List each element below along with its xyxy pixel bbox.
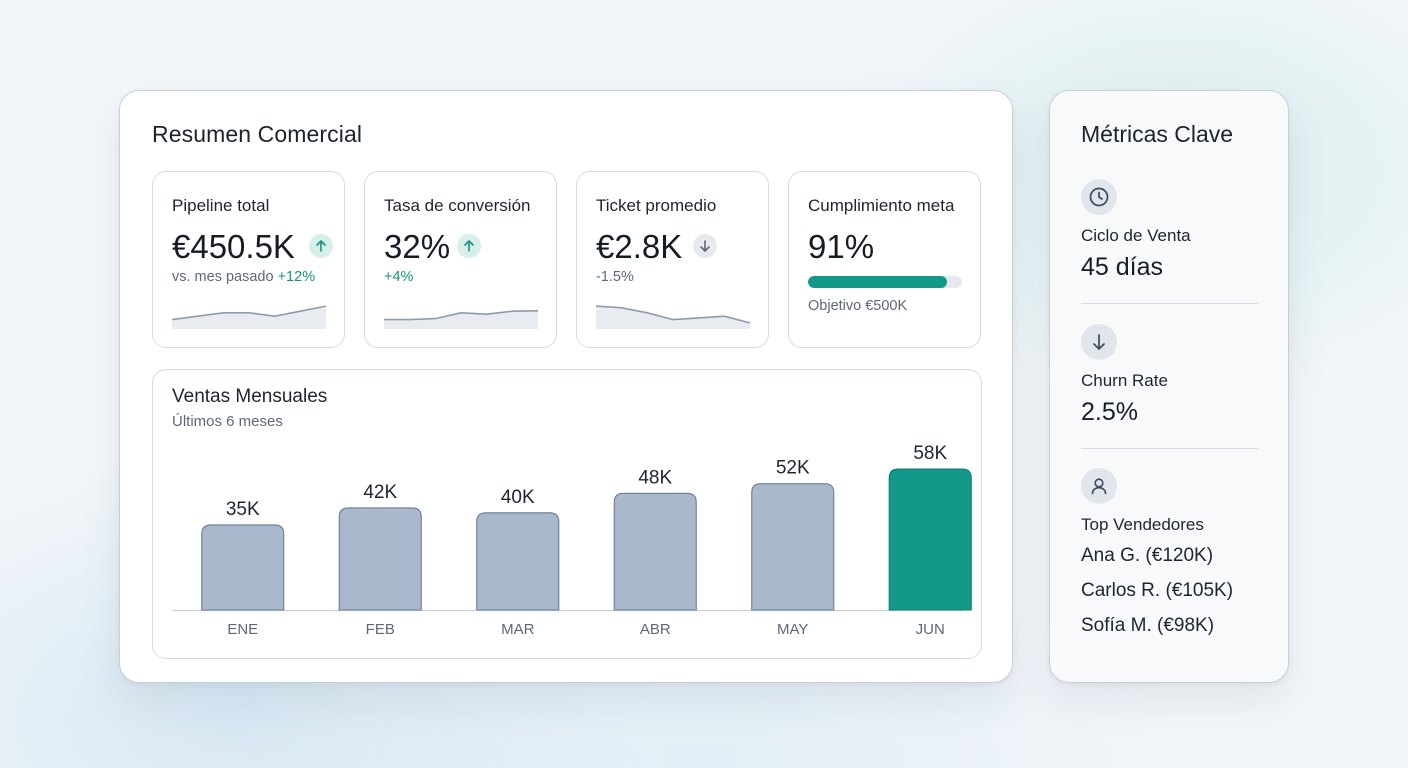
- kpi-label: Tasa de conversión: [384, 196, 531, 215]
- monthly-sales-bar-chart: 35K ENE 42K FEB 40K MAR 48K ABR 52K MAY 58K JUN: [172, 443, 972, 638]
- arrow-down-icon: [1081, 324, 1117, 360]
- kpi-label: Cumplimiento meta: [808, 196, 955, 215]
- sparkline-chart: [172, 305, 326, 329]
- bar-feb: [338, 507, 422, 611]
- bar-value-label: 58K: [913, 443, 947, 464]
- sparkline-chart: [596, 305, 750, 329]
- arrow-down-icon: [693, 234, 717, 258]
- bar-abr: [613, 492, 697, 611]
- bar-mar: [476, 512, 560, 611]
- kpi-comparison-prefix: vs. mes pasado: [172, 269, 274, 285]
- sparkline-line: [172, 305, 326, 321]
- kpi-card-goal-attainment[interactable]: Cumplimiento meta 91% Objetivo €500K: [788, 171, 981, 348]
- bar-value-label: 42K: [363, 482, 397, 503]
- sparkline-area: [384, 310, 538, 329]
- arrow-up-icon: [309, 234, 333, 258]
- kpi-value: €2.8K: [596, 228, 683, 265]
- metric-value-churn: 2.5%: [1081, 398, 1138, 426]
- goal-target-note: Objetivo €500K: [808, 298, 908, 314]
- x-tick-label: MAR: [501, 621, 535, 638]
- bar-value-label: 52K: [776, 458, 810, 479]
- bar-value-label: 35K: [226, 499, 260, 520]
- top-seller-item[interactable]: Carlos R. (€105K): [1081, 580, 1234, 601]
- x-tick-label: ABR: [640, 621, 671, 638]
- user-icon: [1081, 468, 1117, 504]
- kpi-card-average-ticket[interactable]: Ticket promedio €2.8K -1.5%: [576, 171, 769, 348]
- metric-value-sales-cycle: 45 días: [1081, 253, 1164, 281]
- divider: [1081, 448, 1258, 449]
- top-seller-item[interactable]: Sofía M. (€98K): [1081, 615, 1215, 636]
- sales-summary-card: Resumen Comercial Pipeline total €450.5K…: [119, 90, 1013, 683]
- side-title: Métricas Clave: [1081, 121, 1234, 147]
- kpi-delta: +4%: [384, 269, 414, 285]
- kpi-value: 32%: [384, 228, 451, 265]
- metric-label-churn: Churn Rate: [1081, 371, 1168, 390]
- divider: [1081, 303, 1258, 304]
- x-tick-label: JUN: [916, 621, 945, 638]
- sparkline-chart: [384, 310, 538, 329]
- goal-progress-fill: [808, 276, 947, 288]
- sparkline-area: [172, 306, 326, 329]
- sparkline-area: [596, 306, 750, 329]
- x-tick-label: ENE: [227, 621, 258, 638]
- kpi-label: Ticket promedio: [596, 196, 717, 215]
- card-title: Resumen Comercial: [152, 121, 363, 147]
- bar-ene: [201, 524, 285, 611]
- kpi-value: €450.5K: [172, 228, 295, 265]
- goal-progress-bar: [808, 276, 962, 288]
- x-tick-label: MAY: [777, 621, 808, 638]
- monthly-sales-panel: Ventas Mensuales Últimos 6 meses 35K ENE 4…: [152, 369, 982, 659]
- kpi-comparison: vs. mes pasado +12%: [172, 269, 315, 285]
- chart-subtitle: Últimos 6 meses: [172, 413, 283, 430]
- x-tick-label: FEB: [366, 621, 395, 638]
- kpi-value: 91%: [808, 228, 875, 265]
- chart-title: Ventas Mensuales: [172, 386, 328, 407]
- arrow-up-icon: [457, 234, 481, 258]
- kpi-delta: +12%: [277, 269, 316, 285]
- bar-jun: [888, 468, 972, 611]
- kpi-label: Pipeline total: [172, 196, 270, 215]
- bar-value-label: 40K: [501, 487, 535, 508]
- sparkline-line: [596, 305, 750, 324]
- kpi-card-conversion[interactable]: Tasa de conversión 32% +4%: [364, 171, 557, 348]
- clock-icon: [1081, 179, 1117, 215]
- bar-may: [751, 483, 835, 611]
- kpi-card-pipeline[interactable]: Pipeline total €450.5K vs. mes pasado +1…: [152, 171, 345, 348]
- metric-label-top-sellers: Top Vendedores: [1081, 515, 1204, 534]
- bar-value-label: 48K: [638, 467, 672, 488]
- metric-label-sales-cycle: Ciclo de Venta: [1081, 226, 1191, 245]
- key-metrics-card: Métricas Clave Ciclo de Venta 45 días Ch…: [1049, 90, 1289, 683]
- sparkline-line: [384, 310, 538, 321]
- kpi-delta: -1.5%: [596, 269, 634, 285]
- top-seller-item[interactable]: Ana G. (€120K): [1081, 545, 1214, 566]
